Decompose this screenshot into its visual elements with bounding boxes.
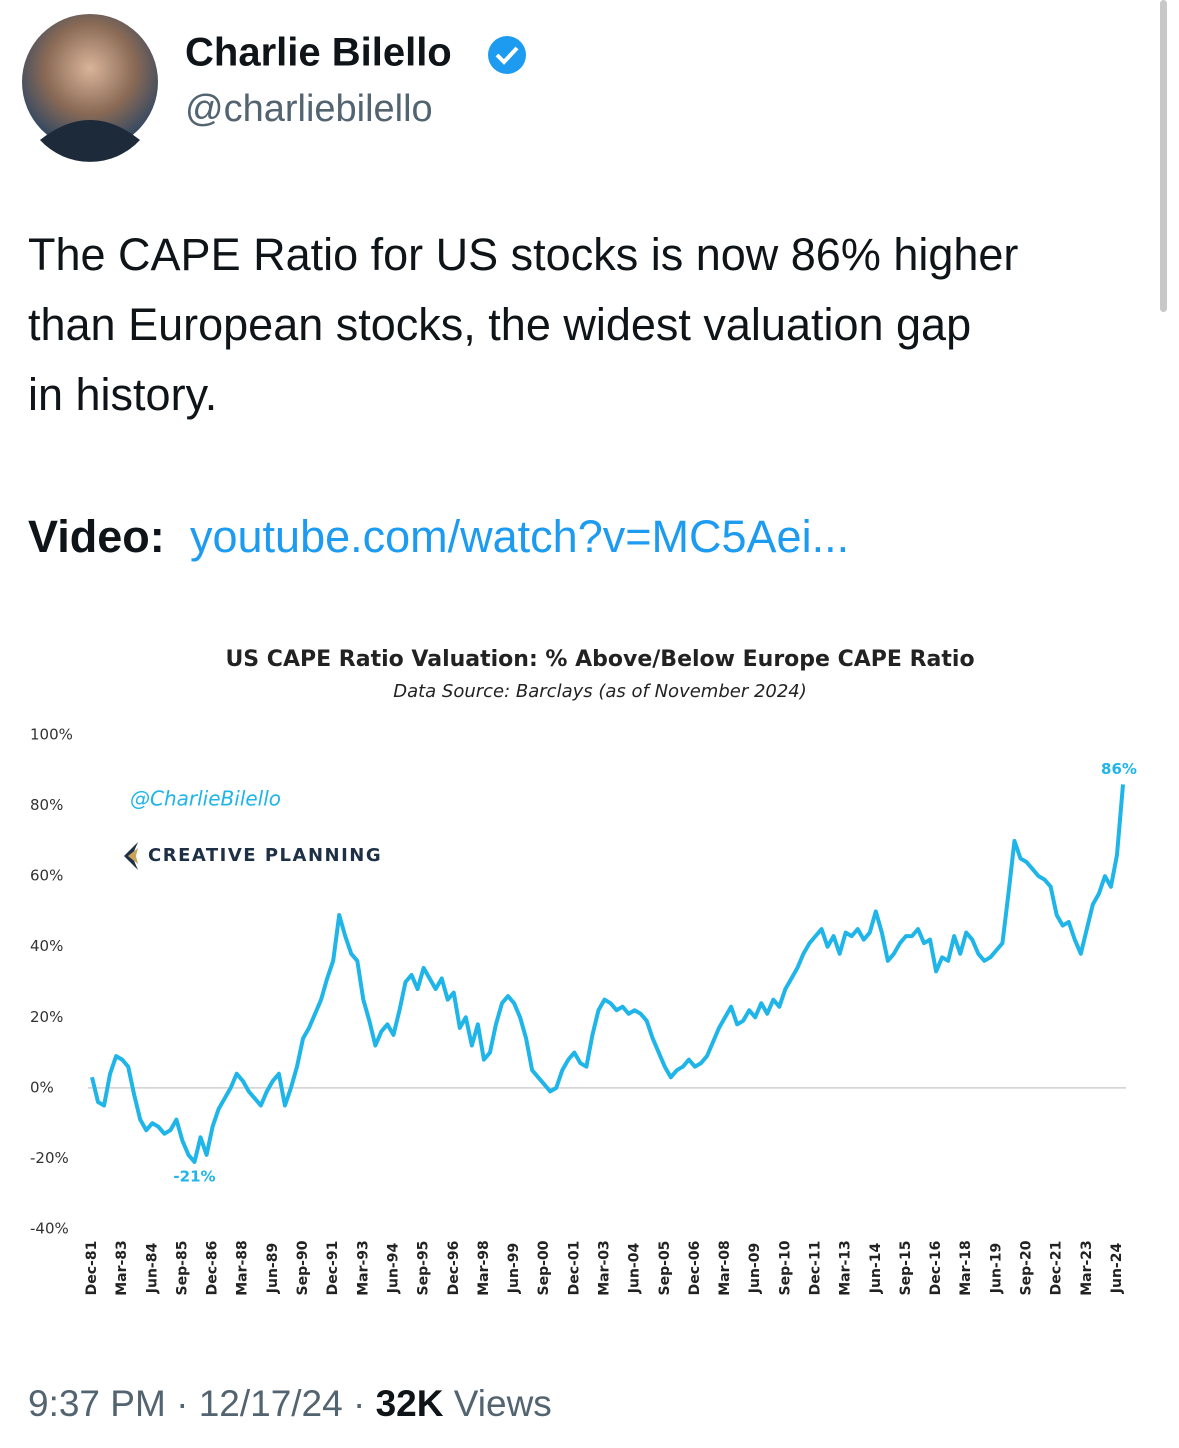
data-line — [90, 784, 1125, 1164]
y-tick-label: 100% — [30, 726, 73, 744]
tweet-date[interactable]: 12/17/24 — [199, 1383, 343, 1424]
x-tick-label: Sep-10 — [777, 1240, 793, 1295]
x-tick-label: Dec-91 — [325, 1241, 341, 1296]
avatar[interactable] — [22, 14, 158, 150]
x-tick-label: Dec-06 — [687, 1241, 703, 1296]
tweet-meta: 9:37 PM · 12/17/24 · 32K Views — [28, 1383, 552, 1424]
x-tick-label: Dec-11 — [808, 1241, 824, 1296]
verified-badge — [488, 36, 526, 74]
x-tick-label: Mar-83 — [114, 1240, 130, 1296]
x-tick-label: Jun-99 — [506, 1243, 522, 1294]
x-tick-label: Mar-88 — [235, 1240, 251, 1296]
brand-logo — [124, 842, 138, 870]
y-tick-label: 20% — [30, 1008, 63, 1026]
x-tick-label: Dec-21 — [1049, 1241, 1065, 1296]
separator: · — [353, 1383, 365, 1424]
x-tick-label: Sep-05 — [657, 1241, 673, 1296]
x-tick-label: Mar-03 — [596, 1240, 612, 1296]
watermark-handle: @CharlieBilello — [130, 787, 281, 811]
tweet-text: than European stocks, the widest valuati… — [28, 299, 971, 350]
separator: · — [176, 1383, 188, 1424]
x-tick-label: Dec-16 — [928, 1241, 944, 1296]
y-tick-label: 0% — [30, 1078, 54, 1096]
x-tick-label: Sep-00 — [536, 1240, 552, 1295]
watermark-brand: CREATIVE PLANNING — [148, 845, 382, 866]
value-label: -21% — [173, 1167, 215, 1185]
x-tick-label: Jun-24 — [1109, 1243, 1125, 1295]
x-tick-label: Dec-01 — [566, 1241, 582, 1296]
x-tick-label: Jun-09 — [747, 1243, 763, 1294]
video-link[interactable]: youtube.com/watch?v=MC5Aei... — [190, 511, 849, 562]
x-tick-label: Jun-94 — [385, 1243, 401, 1295]
author-name[interactable]: Charlie Bilello — [185, 31, 452, 75]
author-handle[interactable]: @charliebilello — [185, 88, 433, 130]
x-tick-label: Jun-84 — [144, 1243, 160, 1295]
value-label: 86% — [1101, 760, 1137, 778]
x-tick-label: Mar-98 — [476, 1240, 492, 1296]
y-tick-label: 40% — [30, 937, 63, 955]
x-tick-label: Sep-85 — [174, 1241, 190, 1296]
x-tick-label: Jun-04 — [627, 1243, 643, 1295]
x-tick-label: Mar-18 — [958, 1240, 974, 1296]
avatar-suit — [40, 120, 140, 162]
x-tick-label: Dec-86 — [205, 1241, 221, 1296]
x-tick-label: Jun-19 — [988, 1243, 1004, 1294]
x-tick-label: Mar-23 — [1079, 1240, 1095, 1296]
y-tick-label: 80% — [30, 796, 63, 814]
video-label: Video: — [28, 511, 165, 562]
tweet-time[interactable]: 9:37 PM — [28, 1383, 166, 1424]
views-count: 32K — [376, 1383, 444, 1424]
views-label: Views — [454, 1383, 552, 1424]
x-tick-label: Sep-20 — [1019, 1240, 1035, 1295]
x-tick-label: Dec-81 — [84, 1241, 100, 1296]
x-tick-label: Jun-14 — [868, 1243, 884, 1295]
x-tick-label: Sep-15 — [898, 1241, 914, 1296]
x-tick-label: Mar-08 — [717, 1240, 733, 1296]
y-tick-label: -40% — [30, 1220, 69, 1238]
x-tick-label: Sep-95 — [416, 1241, 432, 1296]
y-tick-label: -20% — [30, 1149, 69, 1167]
x-tick-label: Jun-89 — [265, 1243, 281, 1294]
tweet-text: in history. — [28, 369, 217, 420]
x-tick-label: Dec-96 — [446, 1241, 462, 1296]
tweet-text: The CAPE Ratio for US stocks is now 86% … — [28, 229, 1018, 280]
x-tick-label: Sep-90 — [295, 1240, 311, 1295]
x-tick-label: Mar-93 — [355, 1240, 371, 1296]
chart-subtitle: Data Source: Barclays (as of November 20… — [393, 681, 807, 702]
y-tick-label: 60% — [30, 867, 63, 885]
chart-title: US CAPE Ratio Valuation: % Above/Below E… — [225, 647, 974, 672]
scrollbar[interactable] — [1160, 0, 1167, 312]
x-tick-label: Mar-13 — [838, 1240, 854, 1296]
